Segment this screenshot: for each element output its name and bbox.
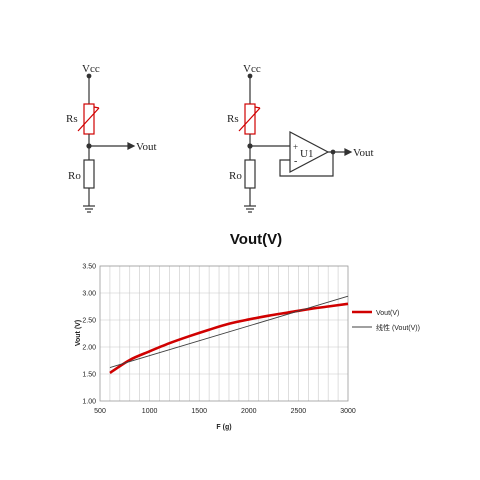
legend-label-vout: Vout(V) <box>376 310 399 317</box>
y-tick-label: 3.50 <box>82 264 96 271</box>
rs-variable-arrow <box>77 107 100 132</box>
opamp-label: U1 <box>300 148 313 160</box>
x-axis-label: F (g) <box>216 424 231 431</box>
ground-icon <box>244 205 256 213</box>
vout-label: Vout <box>353 147 374 159</box>
vcc-label: Vcc <box>82 63 100 75</box>
ground-icon <box>83 205 95 213</box>
opamp-minus: - <box>294 156 297 167</box>
vout-arrow-icon <box>344 148 353 156</box>
ro-resistor <box>83 159 95 189</box>
y-tick-label: 2.00 <box>82 345 96 352</box>
y-tick-label: 2.50 <box>82 318 96 325</box>
x-tick-label: 3000 <box>340 408 356 415</box>
legend-label-linear: 线性 (Vout(V)) <box>376 323 420 332</box>
rs-label: Rs <box>66 113 78 125</box>
y-tick-label: 1.50 <box>82 372 96 379</box>
series <box>109 295 349 375</box>
x-tick-label: 2000 <box>241 408 257 415</box>
opamp-triangle <box>289 131 330 173</box>
vout-label: Vout <box>136 141 157 153</box>
ro-resistor <box>244 159 256 189</box>
rs-label: Rs <box>227 113 239 125</box>
opamp-plus: + <box>293 142 298 152</box>
series-line-vout <box>109 302 349 375</box>
y-axis-ticks: 1.00 1.50 2.00 2.50 3.00 3.50 <box>82 264 96 406</box>
chart-title: Vout(V) <box>230 231 282 248</box>
chart: 500 1000 1500 2000 2500 3000 1.00 1.50 2.00 2.50… <box>75 264 356 432</box>
y-tick-label: 1.00 <box>82 399 96 406</box>
rs-variable-arrow <box>238 107 261 132</box>
y-tick-label: 3.00 <box>82 291 96 298</box>
x-tick-label: 1500 <box>191 408 207 415</box>
circuit-right: Vcc Rs + - U1 Vout Ro <box>227 63 374 213</box>
vout-arrow-icon <box>127 142 136 150</box>
series-line-linear-trend <box>109 295 349 368</box>
wire-feedback <box>279 152 334 177</box>
vcc-node <box>86 73 92 79</box>
circuit-left: Vcc Rs Vout Ro <box>66 63 157 213</box>
x-tick-label: 500 <box>94 408 106 415</box>
ro-label: Ro <box>68 170 81 182</box>
x-tick-label: 1000 <box>142 408 158 415</box>
x-axis-ticks: 500 1000 1500 2000 2500 3000 <box>94 408 356 415</box>
y-axis-label: Vout (V) <box>75 320 82 346</box>
x-tick-label: 2500 <box>291 408 307 415</box>
vcc-node <box>247 73 253 79</box>
vcc-label: Vcc <box>243 63 261 75</box>
legend: Vout(V) 线性 (Vout(V)) <box>352 310 420 332</box>
plot-frame <box>99 265 349 402</box>
ro-label: Ro <box>229 170 242 182</box>
grid <box>100 265 348 401</box>
